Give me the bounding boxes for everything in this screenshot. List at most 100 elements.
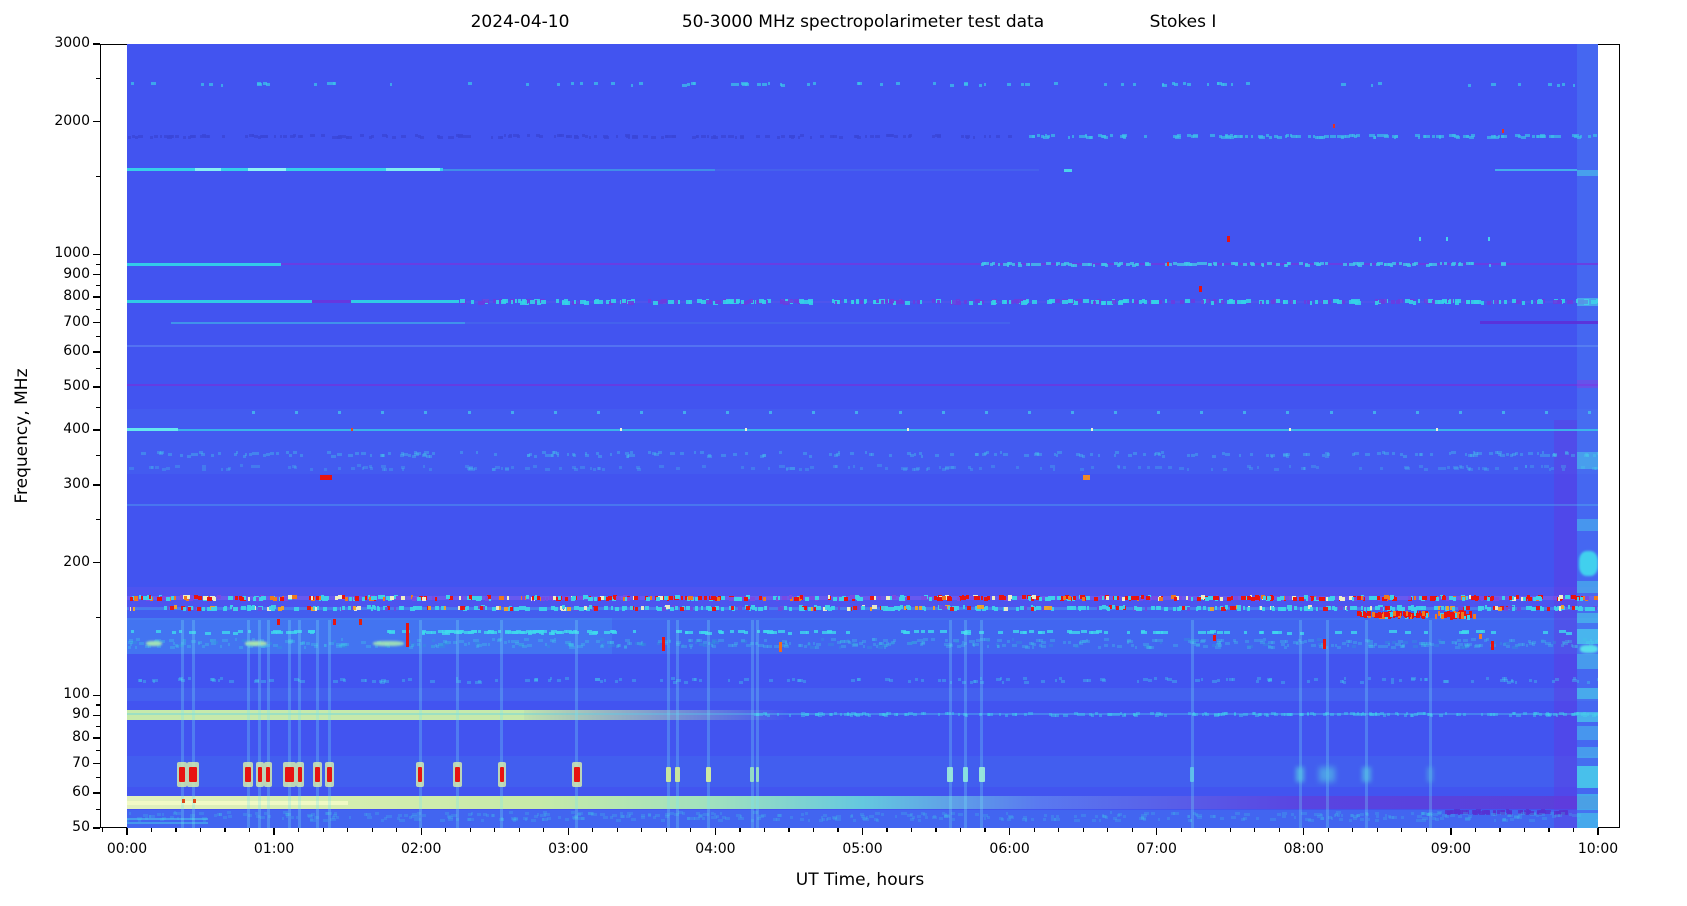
row-165-rfi (1351, 597, 1355, 602)
row-110 (1169, 678, 1172, 682)
row-165-rfi (1016, 595, 1021, 600)
row-54-purple (1455, 809, 1460, 814)
row-157-rfi (752, 605, 756, 610)
row-165-rfi (1154, 595, 1159, 600)
row-350 (1113, 454, 1116, 458)
row-157-rfi (1022, 606, 1027, 611)
row-780-speckle (1048, 299, 1052, 304)
row-131-texture (1454, 641, 1458, 645)
row-165-rfi (540, 596, 546, 601)
row-780-speckle (740, 300, 745, 305)
row-165-rfi (578, 596, 583, 601)
row-165-rfi (1570, 595, 1576, 600)
row-131-texture (907, 642, 913, 646)
row-1850-left (340, 134, 347, 138)
row-53-texture (1352, 814, 1359, 818)
row-131-texture (170, 645, 175, 649)
x-tick-label: 01:00 (253, 841, 295, 857)
row-138 (1046, 630, 1053, 634)
row-53-texture (720, 811, 723, 815)
row-54-purple (1547, 809, 1552, 814)
row-780-speckle (851, 300, 854, 305)
row-90-speckle (1405, 711, 1409, 715)
row-131-texture (695, 639, 700, 643)
row-780-speckle (1091, 300, 1094, 305)
row-350 (190, 452, 195, 456)
row-157-rfi (942, 606, 948, 611)
row-138-dense (603, 631, 610, 635)
row-328 (422, 465, 426, 469)
row-165-rfi (1207, 596, 1213, 601)
row-157-rfi (711, 606, 717, 611)
row-131-texture (996, 645, 1000, 649)
row-950-speckle (1012, 262, 1016, 266)
row-165-rfi (1012, 596, 1017, 601)
row-157-rfi (583, 605, 588, 610)
row-90-speckle (858, 713, 864, 717)
row-165-rfi (254, 596, 259, 601)
row-950-speckle (1002, 263, 1006, 267)
row-1850-right (1091, 135, 1094, 139)
row-165-rfi (157, 596, 162, 601)
row-131-texture (1522, 643, 1525, 647)
row-53-texture (677, 811, 683, 815)
row-165-rfi (704, 596, 708, 601)
row-437-periodic (812, 411, 816, 415)
row-90-speckle (1233, 711, 1237, 715)
row-red-cluster (1450, 613, 1454, 619)
row-328 (927, 466, 931, 470)
tick-mark (935, 828, 937, 832)
row-165-rfi (203, 596, 208, 601)
row-131-texture (197, 641, 200, 645)
row-328 (1467, 468, 1470, 472)
row-157-rfi (1219, 605, 1223, 610)
row-110 (1061, 680, 1065, 684)
row-131-texture (1450, 640, 1453, 644)
row-350 (1377, 451, 1381, 455)
row-165-rfi (799, 595, 804, 600)
row-1850-right (1439, 135, 1442, 139)
row-328 (1540, 464, 1544, 468)
row-red-cluster (1466, 614, 1470, 620)
row-131-texture (251, 638, 256, 642)
row-90-speckle (1429, 713, 1434, 717)
tick-mark (1082, 828, 1084, 832)
row-90-speckle (777, 712, 780, 716)
row-131-texture (681, 643, 685, 647)
row-131-texture (1147, 645, 1153, 649)
row-350 (235, 451, 238, 455)
row-90-speckle (1050, 713, 1056, 717)
row-131-texture (272, 643, 279, 647)
row-165-rfi (1511, 596, 1516, 601)
row-131-texture (1504, 642, 1511, 646)
row-157-rfi (1480, 606, 1484, 611)
row-780-speckle (574, 300, 577, 305)
row-2430 (209, 83, 213, 87)
row-90-speckle (1539, 713, 1543, 717)
row-54-purple (1474, 811, 1478, 816)
row-1850-right (1351, 134, 1356, 138)
row-165-rfi (1553, 595, 1556, 600)
row-165-rfi (859, 596, 863, 601)
row-780-speckle (529, 300, 536, 305)
row-110 (474, 681, 479, 684)
row-131-texture (844, 639, 850, 643)
row-131-texture (186, 644, 191, 648)
row-131-texture (1303, 640, 1308, 644)
row-53-texture (758, 814, 765, 818)
row-780-speckle (780, 300, 784, 305)
row-110 (1194, 679, 1200, 683)
row-350 (1552, 454, 1557, 458)
row-110 (798, 679, 803, 683)
row-950-speckle (1186, 262, 1189, 266)
row-53-texture (367, 816, 373, 820)
row-157-rfi (377, 606, 380, 611)
row-350 (549, 453, 555, 457)
row-53-texture (951, 818, 956, 822)
row-53-texture (1514, 814, 1521, 818)
row-53-texture (869, 814, 874, 818)
row-950-speckle (1411, 263, 1416, 267)
row-131-texture (1225, 642, 1231, 646)
row-53-texture (1513, 815, 1519, 819)
row-157-rfi (1179, 606, 1182, 611)
